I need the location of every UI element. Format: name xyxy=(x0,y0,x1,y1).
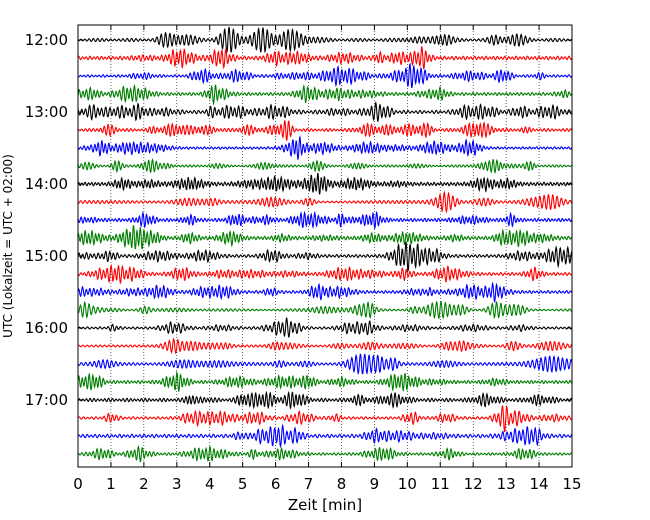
x-tick-label: 8 xyxy=(337,475,347,493)
x-tick-label: 15 xyxy=(562,475,581,493)
x-axis-label: Zeit [min] xyxy=(288,496,362,514)
seismic-trace xyxy=(77,316,573,338)
x-tick-label: 2 xyxy=(139,475,149,493)
y-tick-label: 15:00 xyxy=(25,247,68,265)
seismic-trace xyxy=(77,190,573,214)
seismic-trace xyxy=(77,353,573,375)
y-tick-label: 12:00 xyxy=(25,31,68,49)
y-axis: 12:00 13:00 14:00 15:00 16:00 17:00 xyxy=(25,31,572,409)
seismic-trace xyxy=(77,390,573,410)
seismic-trace xyxy=(77,337,573,355)
x-tick-label: 6 xyxy=(271,475,281,493)
seismic-trace xyxy=(77,423,573,449)
seismic-trace xyxy=(77,241,573,273)
seismic-trace xyxy=(77,83,573,106)
x-tick-label: 9 xyxy=(370,475,380,493)
x-tick-label: 10 xyxy=(398,475,417,493)
seismic-trace xyxy=(77,300,573,320)
seismic-trace xyxy=(77,45,573,70)
x-axis: 0 1 2 3 4 5 6 7 8 9 10 11 12 13 14 15 xyxy=(73,25,582,493)
x-tick-label: 5 xyxy=(238,475,248,493)
seismic-trace xyxy=(77,370,573,392)
plot-frame xyxy=(77,24,573,468)
seismic-trace xyxy=(77,100,573,123)
x-tick-label: 3 xyxy=(172,475,182,493)
seismic-trace xyxy=(77,225,573,250)
seismic-trace xyxy=(77,62,573,89)
y-tick-label: 13:00 xyxy=(25,103,68,121)
seismic-trace xyxy=(77,135,573,161)
y-axis-label: UTC (Lokalzeit = UTC + 02:00) xyxy=(1,154,15,338)
seismic-trace xyxy=(77,120,573,141)
x-tick-label: 13 xyxy=(497,475,516,493)
seismic-trace xyxy=(77,404,573,433)
x-tick-label: 11 xyxy=(431,475,450,493)
seismic-trace xyxy=(77,444,573,463)
x-tick-label: 0 xyxy=(73,475,83,493)
seismic-trace xyxy=(77,172,573,195)
seismic-trace xyxy=(77,281,573,304)
x-tick-label: 4 xyxy=(205,475,215,493)
seismic-trace xyxy=(77,157,573,175)
seismic-trace xyxy=(77,26,573,54)
y-tick-label: 17:00 xyxy=(25,391,68,409)
x-tick-label: 1 xyxy=(106,475,116,493)
seismic-trace xyxy=(77,263,573,285)
seismic-trace xyxy=(77,210,573,230)
y-tick-label: 16:00 xyxy=(25,319,68,337)
x-tick-label: 14 xyxy=(530,475,549,493)
y-tick-label: 14:00 xyxy=(25,175,68,193)
x-tick-label: 7 xyxy=(304,475,314,493)
traces xyxy=(77,26,573,463)
x-tick-label: 12 xyxy=(464,475,483,493)
